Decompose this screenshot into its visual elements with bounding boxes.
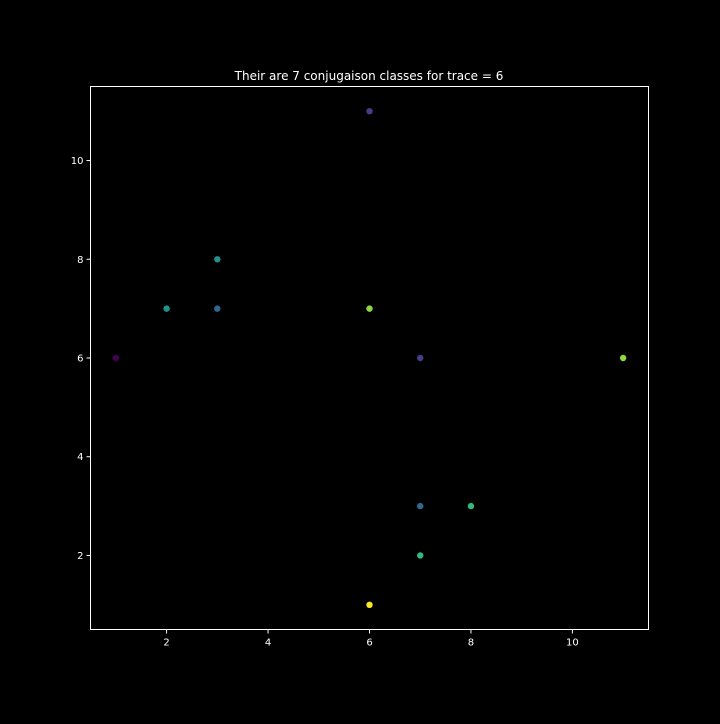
y-tick-label: 10 [71,156,84,167]
data-point [214,305,221,312]
data-point [417,552,424,559]
x-tick-label: 6 [366,638,372,649]
data-point [467,502,475,510]
data-point [417,502,424,510]
chart-title: Their are 7 conjugaison classes for trac… [234,69,504,83]
data-point [366,305,373,312]
data-point [366,107,373,115]
y-tick-label: 4 [77,452,83,463]
y-tick-label: 6 [77,354,83,365]
x-tick-label: 10 [566,638,579,649]
data-point [417,354,424,362]
y-tick-label: 2 [77,551,83,562]
data-point [163,305,170,312]
data-points [112,107,627,609]
x-tick-label: 8 [468,638,474,649]
data-point [214,256,221,263]
y-tick-label: 8 [77,255,83,266]
plot-frame [90,86,649,630]
y-axis: 2 4 6 8 10 [71,156,91,562]
data-point [619,354,627,362]
x-axis: 2 4 6 8 10 [163,629,579,649]
x-tick-label: 2 [163,638,169,649]
data-point [112,354,120,362]
data-point [366,601,373,609]
x-tick-label: 4 [265,638,271,649]
